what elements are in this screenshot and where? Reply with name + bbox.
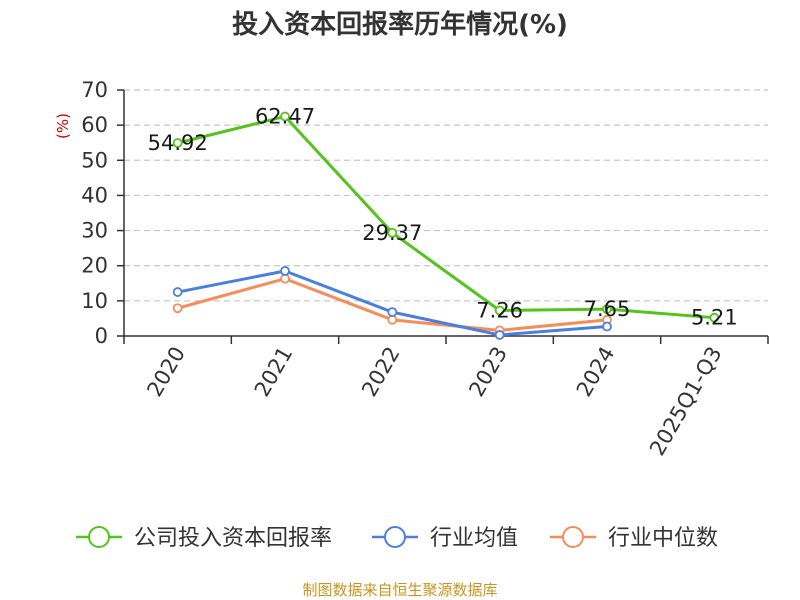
y-tick-label-40: 40 [81,183,108,207]
data-label-5: 5.21 [691,306,738,330]
series-1-point-4 [602,321,612,332]
series-2-point-1 [280,273,290,284]
y-tick-label-10: 10 [81,289,108,313]
series-1 [172,266,612,340]
series-0-point-5 [709,312,720,323]
x-tick-label-2: 2022 [357,343,405,401]
y-tick-label-20: 20 [81,254,108,278]
y-tick-label-0: 0 [95,324,108,348]
grid [124,89,768,302]
series-0-point-3 [494,305,505,316]
x-tick-label-4: 2024 [572,343,620,401]
series-1-point-1 [280,266,290,276]
data-label-1: 62.47 [255,104,315,128]
legend-label-2: 行业中位数 [608,526,718,551]
x-tick-label-5: 2025Q1-Q3 [645,343,727,460]
series-2-point-0 [172,303,183,314]
data-labels: 54.92 62.47 29.37 7.26 7.65 5.21 [148,104,738,329]
data-label-0: 54.92 [148,131,208,155]
legend-label-1: 行业均值 [430,526,518,551]
legend: 公司投入资本回报率 行业均值 行业中位数 [76,526,718,551]
legend-marker-1 [384,526,406,548]
data-label-3: 7.26 [476,298,523,322]
y-tick-label-60: 60 [81,113,108,137]
source-note: 制图数据来自恒生聚源数据库 [302,581,497,599]
series-1-point-0 [172,287,183,297]
legend-label-0: 公司投入资本回报率 [134,526,332,551]
series-1-point-3 [494,330,505,340]
data-label-4: 7.65 [584,297,631,321]
y-tick-label-70: 70 [81,78,108,102]
series-line-0 [177,114,715,320]
chart-title: 投入资本回报率历年情况(%) [232,9,568,40]
y-tick-label-50: 50 [81,148,108,172]
legend-item-0: 公司投入资本回报率 [76,526,332,551]
data-label-2: 29.37 [362,221,422,245]
series-0-point-2 [387,227,398,238]
x-tick-label-0: 2020 [142,343,190,401]
series-1-point-2 [387,307,398,318]
legend-item-1: 行业均值 [372,526,518,551]
legend-marker-0 [88,526,110,548]
series-0-point-4 [602,304,612,315]
series-0-point-0 [172,138,183,148]
legend-marker-2 [562,526,584,548]
y-axis-label: (%) [54,113,72,139]
legend-item-2: 行业中位数 [550,526,718,551]
series-2-point-2 [387,314,398,325]
x-tick-label-3: 2023 [464,342,512,400]
x-tick-label-1: 2021 [250,343,298,401]
series [172,111,720,340]
series-2 [172,273,612,336]
y-tick-label-30: 30 [81,219,108,243]
series-0-point-1 [280,111,290,122]
series-0 [172,111,720,323]
